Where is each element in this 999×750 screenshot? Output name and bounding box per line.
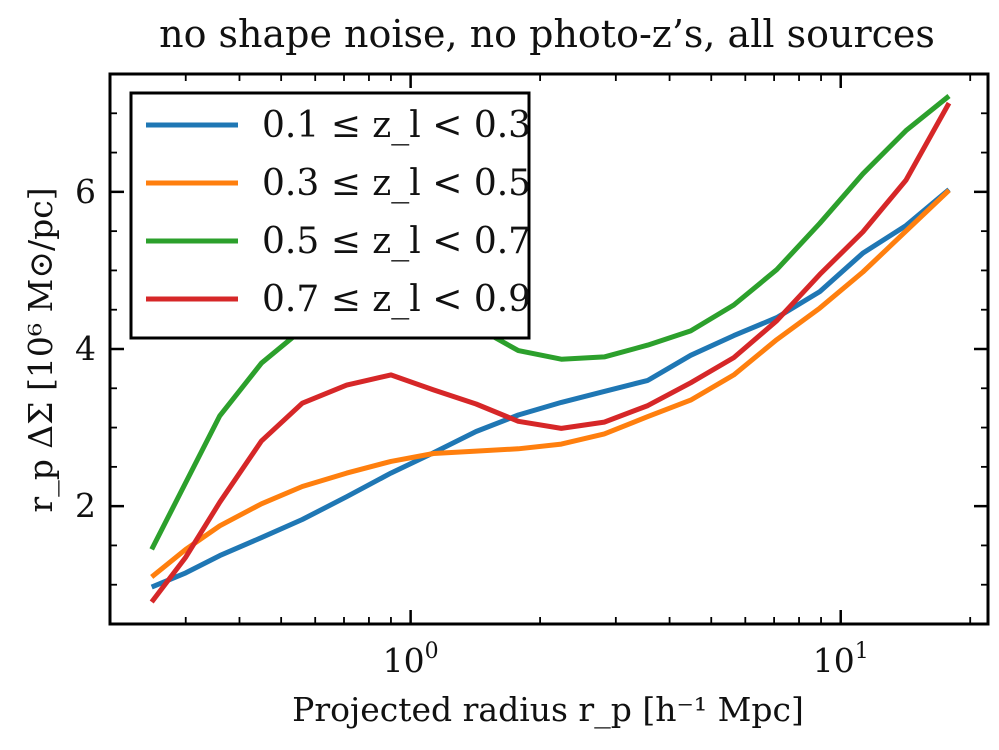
y-axis-label-text: r_p ΔΣ [10⁶ M⊙/pc] xyxy=(21,187,61,512)
x-axis-label-text: Projected radius r_p [h⁻¹ Mpc] xyxy=(292,690,804,730)
series-layer xyxy=(149,94,952,604)
x-tick-label-base: 10 xyxy=(383,641,425,680)
series-line-3 xyxy=(149,94,951,551)
legend-label-2: 0.3 ≤ z_l < 0.5 xyxy=(262,163,531,204)
y-tick-label: 6 xyxy=(75,172,96,211)
legend-label-3: 0.5 ≤ z_l < 0.7 xyxy=(262,221,531,262)
x-tick-label-base: 10 xyxy=(813,641,855,680)
y-tick-label: 4 xyxy=(75,329,96,368)
legend-entries: 0.1 ≤ z_l < 0.3 0.3 ≤ z_l < 0.5 0.5 ≤ z_l … xyxy=(146,105,531,320)
series-line-1 xyxy=(150,187,951,590)
x-tick-label: 100 xyxy=(383,639,439,680)
y-axis-label: r_p ΔΣ [10⁶ M⊙/pc] xyxy=(21,187,61,512)
legend-label-4: 0.7 ≤ z_l < 0.9 xyxy=(262,279,531,320)
chart-title: no shape noise, no photo-z’s, all source… xyxy=(159,12,935,56)
x-tick-label-exp: 1 xyxy=(855,639,869,664)
series-line-4 xyxy=(149,101,952,604)
x-axis-label: Projected radius r_p [h⁻¹ Mpc] xyxy=(292,690,804,730)
x-tick-label: 101 xyxy=(813,639,869,680)
legend-label-1: 0.1 ≤ z_l < 0.3 xyxy=(262,105,531,146)
y-tick-label: 2 xyxy=(75,486,96,525)
legend: 0.1 ≤ z_l < 0.3 0.3 ≤ z_l < 0.5 0.5 ≤ z_l … xyxy=(129,91,531,340)
x-tick-label-exp: 0 xyxy=(425,639,439,664)
series-line-2 xyxy=(150,188,951,579)
